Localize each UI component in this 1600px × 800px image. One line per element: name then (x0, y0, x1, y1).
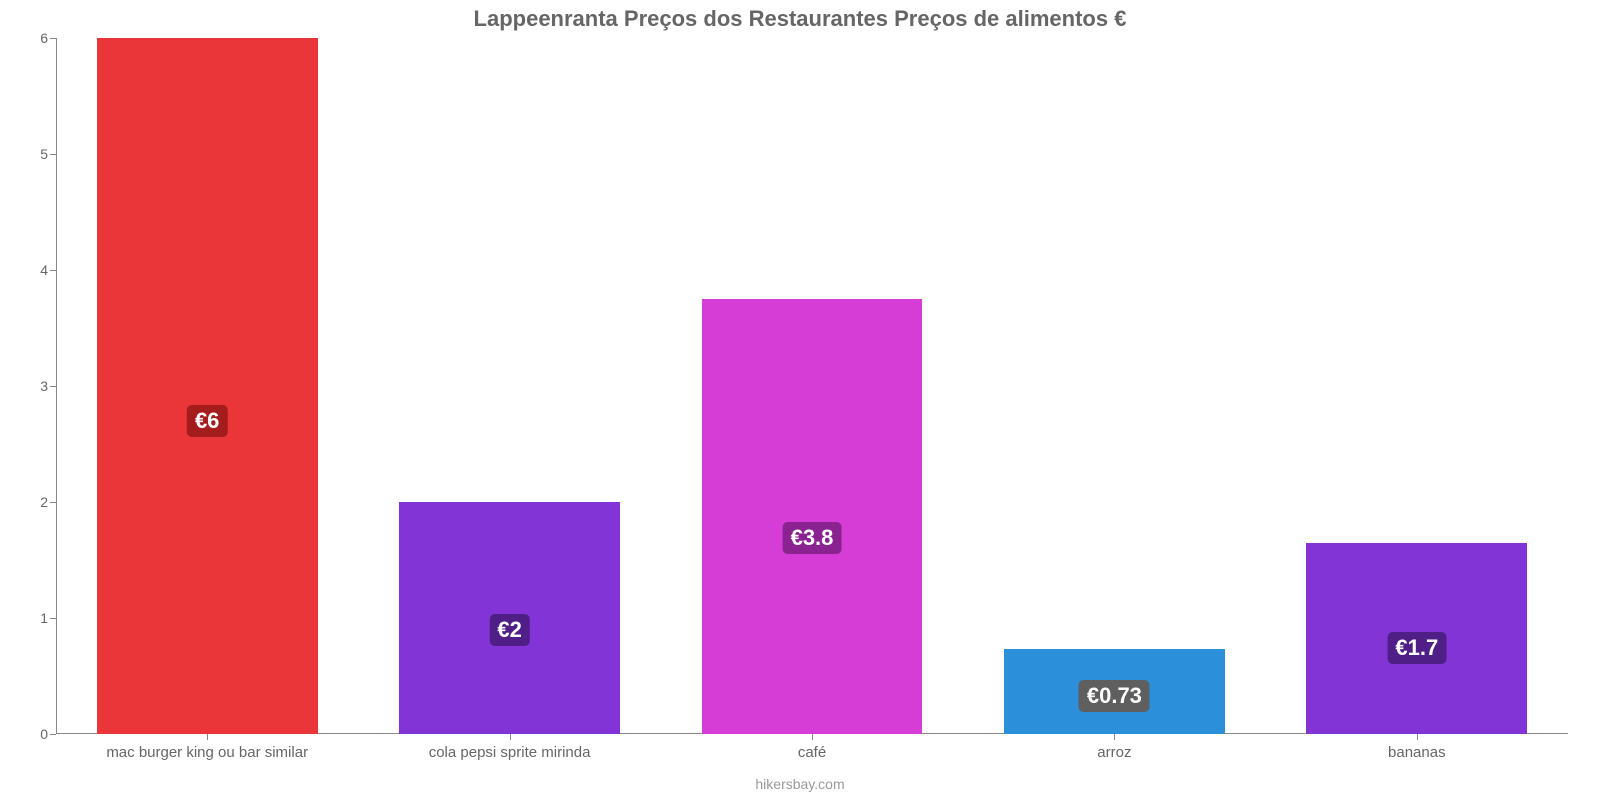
y-tick-mark (50, 386, 56, 387)
y-tick-mark (50, 502, 56, 503)
y-tick-mark (50, 270, 56, 271)
value-badge: €0.73 (1079, 680, 1150, 712)
y-tick-label: 1 (40, 610, 48, 626)
x-tick-mark (1417, 734, 1418, 740)
y-tick-mark (50, 38, 56, 39)
y-tick-mark (50, 618, 56, 619)
y-tick-label: 2 (40, 494, 48, 510)
chart-footer: hikersbay.com (0, 776, 1600, 792)
y-tick-label: 3 (40, 378, 48, 394)
value-badge: €2 (489, 614, 529, 646)
x-tick-mark (510, 734, 511, 740)
bar (97, 38, 318, 734)
bar (702, 299, 923, 734)
x-tick-label: arroz (1097, 744, 1131, 761)
x-tick-mark (1114, 734, 1115, 740)
y-tick-label: 4 (40, 262, 48, 278)
value-badge: €6 (187, 405, 227, 437)
y-tick-label: 5 (40, 146, 48, 162)
y-tick-label: 6 (40, 30, 48, 46)
value-badge: €1.7 (1387, 632, 1446, 664)
y-axis-line (56, 38, 57, 734)
y-tick-mark (50, 154, 56, 155)
x-tick-label: bananas (1388, 744, 1446, 761)
x-tick-mark (812, 734, 813, 740)
x-tick-label: cola pepsi sprite mirinda (429, 744, 591, 761)
value-badge: €3.8 (783, 522, 842, 554)
plot-area: 0123456€6mac burger king ou bar similar€… (56, 38, 1568, 734)
x-tick-label: mac burger king ou bar similar (106, 744, 308, 761)
y-tick-label: 0 (40, 726, 48, 742)
x-tick-mark (207, 734, 208, 740)
chart-title: Lappeenranta Preços dos Restaurantes Pre… (0, 6, 1600, 32)
x-tick-label: café (798, 744, 826, 761)
y-tick-mark (50, 734, 56, 735)
